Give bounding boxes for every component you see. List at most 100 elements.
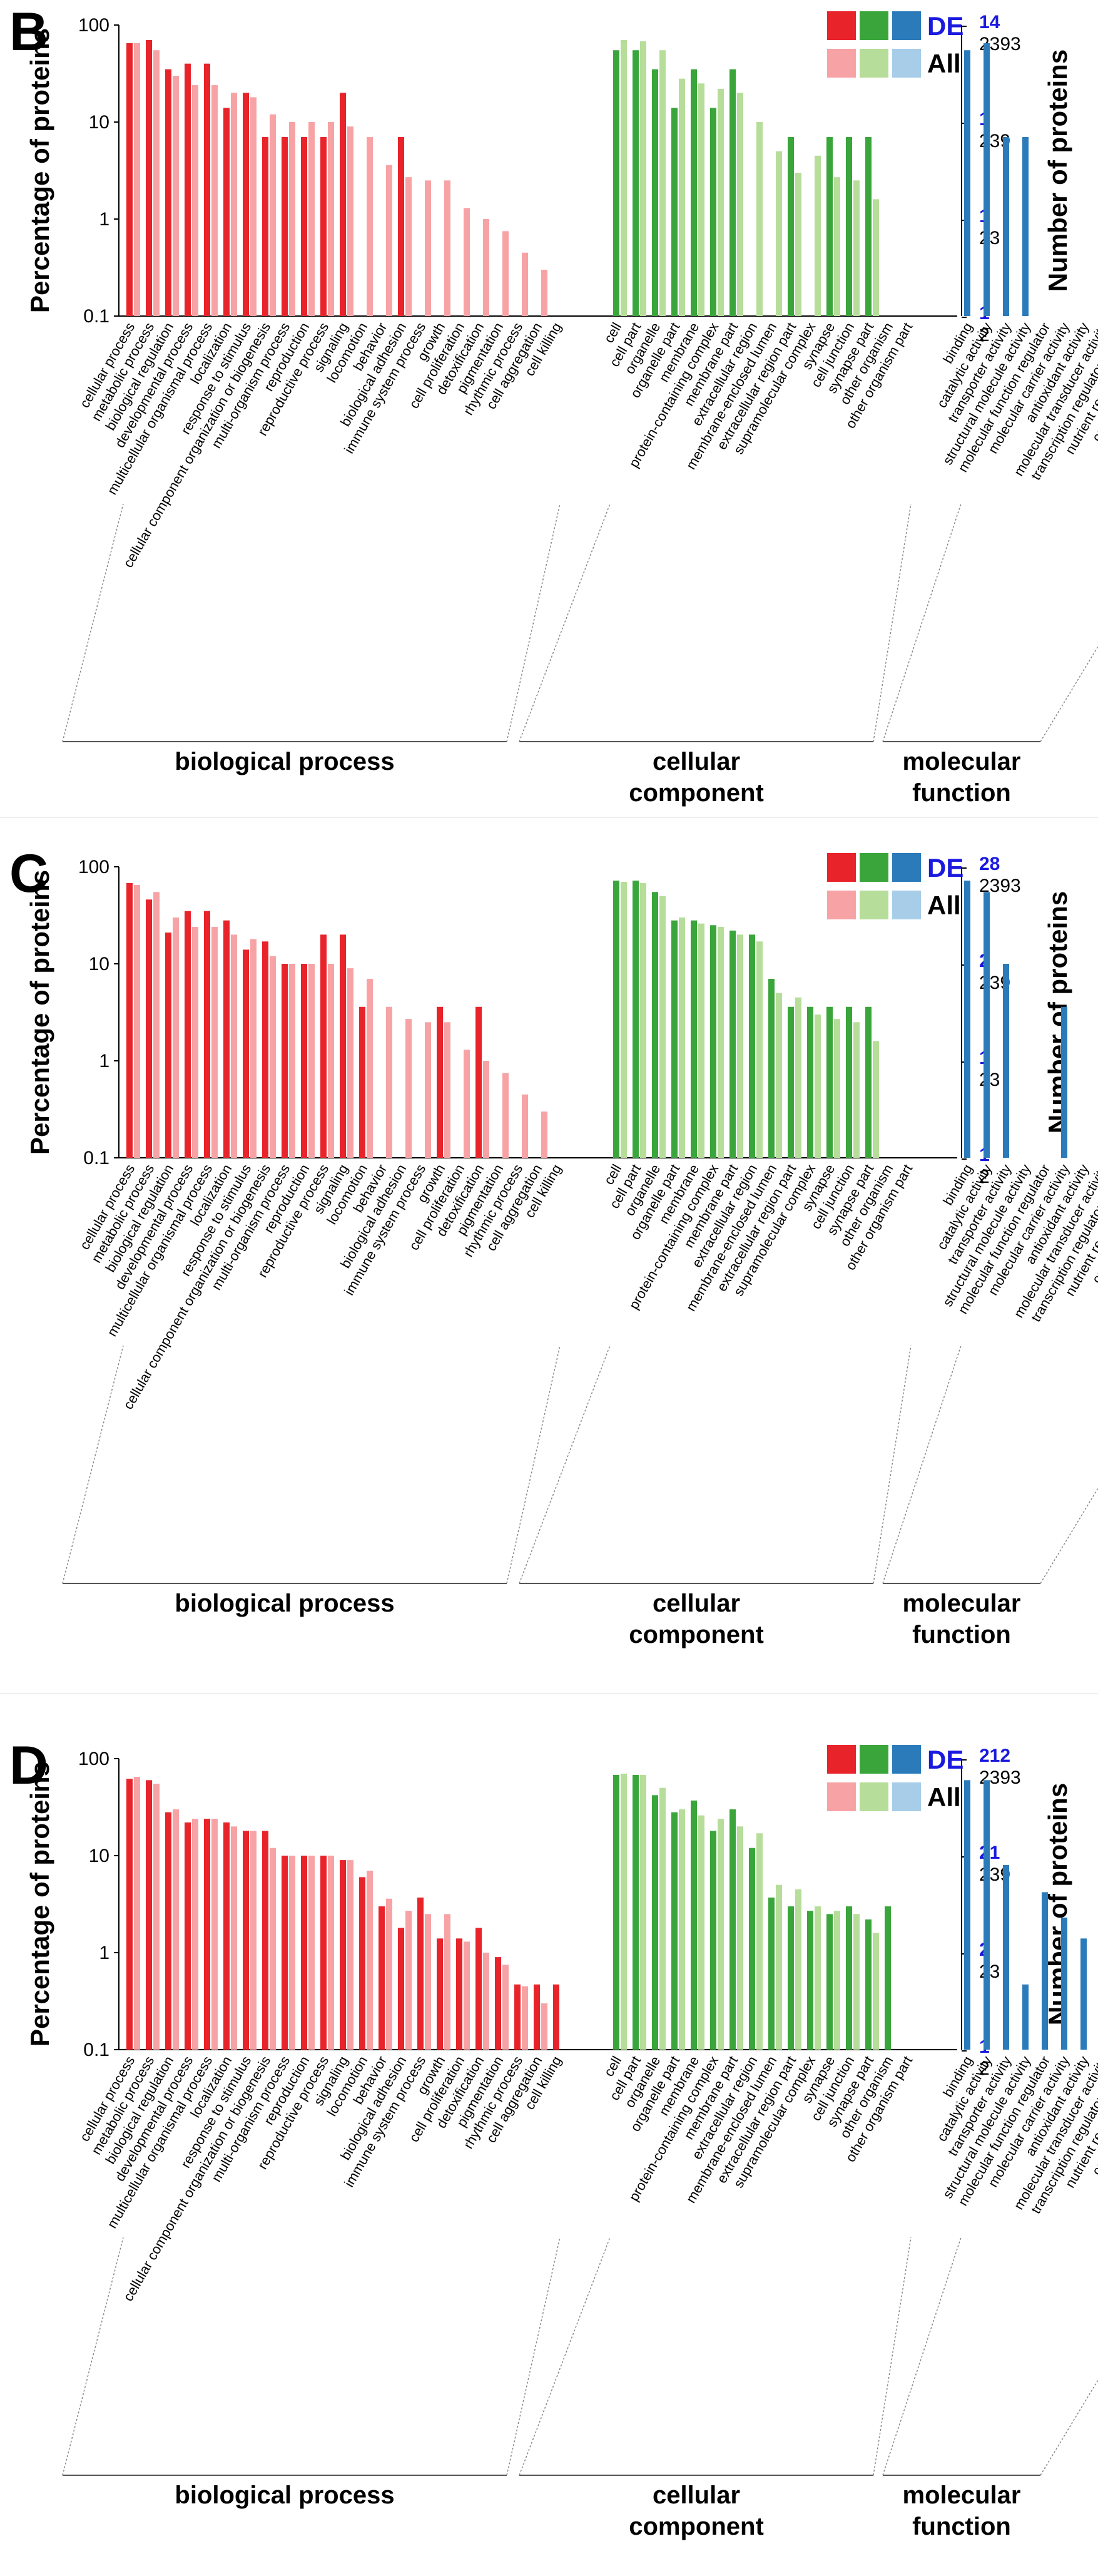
bar-de-bp [243, 1831, 249, 2050]
bar-de-bp [204, 1819, 210, 2050]
bar-all-bp [250, 97, 257, 317]
bar-all-bp [522, 252, 528, 316]
bar-all-bp [270, 1848, 276, 2050]
bar-de-bp [165, 933, 171, 1158]
group-title: function [912, 1621, 1011, 1648]
bar-de-bp [301, 137, 307, 316]
bar-all-bp [444, 180, 450, 316]
bar-de-bp [456, 1938, 462, 2050]
bar-all-cc [621, 40, 627, 317]
group-title: component [629, 2513, 764, 2540]
bar-all-bp [328, 1856, 334, 2050]
bar-all-bp [367, 137, 373, 316]
right-axis-title: Number of proteins [1043, 49, 1072, 292]
bar-de-cc [807, 1911, 813, 2050]
group-bracket-right [873, 2237, 912, 2476]
bar-de-bp [417, 1897, 424, 2050]
bar-de-cc [846, 1906, 852, 2050]
bar-all-bp [192, 85, 198, 316]
group-title: cellular [653, 748, 740, 775]
bar-all-cc [776, 993, 782, 1158]
bar-all-bp [464, 208, 470, 316]
bar-all-bp [425, 1914, 431, 2050]
bar-all-bp [153, 1784, 160, 2050]
bar-all-bp [522, 1094, 528, 1158]
bar-de-cc [788, 1906, 794, 2050]
bar-de-mf [1003, 1865, 1009, 2050]
bar-de-cc [826, 1914, 833, 2050]
legend-swatch [860, 11, 888, 40]
bar-de-mf [1080, 1938, 1087, 2050]
bar-de-cc [826, 137, 833, 316]
group-bracket-left [882, 503, 962, 742]
bar-de-cc [710, 925, 716, 1158]
bar-de-cc [749, 934, 755, 1158]
bar-all-cc [853, 1022, 860, 1158]
bar-all-cc [873, 199, 879, 316]
bar-all-cc [640, 41, 646, 316]
bar-all-cc [659, 50, 666, 317]
bar-all-cc [698, 1815, 704, 2050]
bar-all-bp [502, 1965, 509, 2050]
bar-all-cc [776, 151, 782, 316]
y-tick-label: 1 [99, 209, 109, 230]
legend-swatch [860, 1745, 888, 1774]
bar-de-cc [691, 920, 697, 1158]
bar-all-bp [386, 1898, 392, 2050]
group-title: function [912, 2513, 1011, 2540]
bar-de-cc [633, 50, 639, 317]
bar-de-cc [729, 930, 736, 1158]
bar-de-bp [185, 911, 191, 1158]
panel-divider [0, 817, 1098, 818]
bar-de-bp [320, 1856, 327, 2050]
bar-de-cc [807, 1006, 813, 1158]
bar-all-bp [522, 1986, 528, 2050]
bar-de-bp [165, 69, 171, 316]
bar-de-cc [652, 892, 658, 1158]
bar-de-mf [964, 50, 970, 317]
legend-swatch [827, 1782, 856, 1811]
bar-de-cc [788, 137, 794, 316]
bar-de-cc [710, 1831, 716, 2050]
bar-de-bp [514, 1984, 521, 2050]
group-bracket-right [1040, 1487, 1098, 1584]
bar-all-bp [444, 1022, 450, 1158]
bar-de-bp [437, 1006, 443, 1158]
bar-all-cc [834, 1019, 840, 1158]
bar-de-cc [671, 920, 678, 1158]
group-bracket-left [519, 2237, 611, 2476]
bar-all-cc [640, 882, 646, 1158]
bar-de-bp [301, 964, 307, 1158]
bar-all-bp [541, 2003, 547, 2050]
y-tick-label: 0.1 [83, 306, 109, 327]
y-axis-title: Percentage of proteins [25, 28, 54, 313]
bar-de-cc [613, 50, 619, 317]
bar-de-cc [826, 1006, 833, 1158]
bar-all-bp [250, 1831, 257, 2050]
panel-label: C [9, 844, 48, 904]
group-title: cellular [653, 1590, 740, 1617]
bar-all-bp [541, 270, 547, 316]
bar-all-cc [834, 1911, 840, 2050]
panel-d: D 100 10 1 0.1 Percentage of proteins 2393 212 2… [0, 1734, 1098, 2573]
group-title: biological process [175, 748, 394, 775]
bar-all-bp [289, 122, 295, 316]
legend-swatch [827, 49, 856, 78]
group-bracket-right [506, 2237, 561, 2476]
bar-all-cc [873, 1933, 879, 2050]
bar-all-bp [211, 85, 218, 316]
bar-de-mf [984, 43, 990, 317]
bar-de-mf [1003, 964, 1009, 1158]
bar-de-bp [301, 1856, 307, 2050]
bar-de-bp [126, 43, 133, 317]
bar-de-mf [1022, 1984, 1029, 2050]
bar-all-bp [502, 231, 509, 316]
right-tick-label: 2 [979, 2058, 990, 2079]
bar-all-bp [464, 1050, 470, 1158]
legend-swatch [860, 49, 888, 78]
group-bracket-left [882, 2237, 962, 2476]
bar-de-cc [729, 1809, 736, 2050]
legend-swatch [860, 891, 888, 919]
bar-all-bp [192, 927, 198, 1158]
